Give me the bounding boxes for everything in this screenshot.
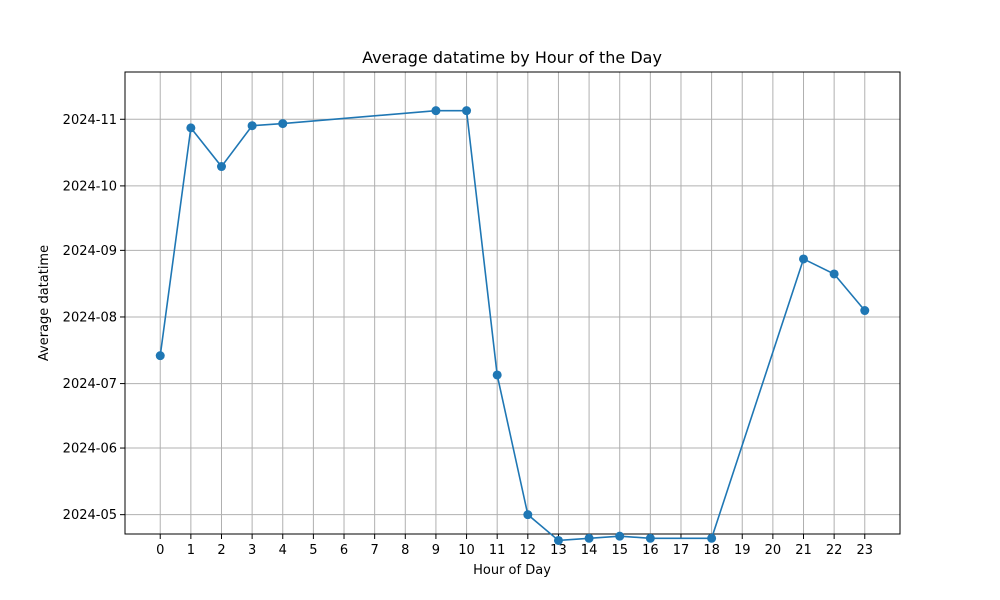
series-line [159, 109, 866, 542]
y-tick-label: 2024-09 [63, 244, 117, 259]
x-tick-label: 14 [581, 543, 598, 558]
y-tick-label: 2024-10 [63, 179, 117, 194]
data-point [615, 531, 625, 541]
data-point [799, 254, 809, 264]
x-tick-label: 8 [401, 543, 409, 558]
x-tick-label: 12 [520, 543, 537, 558]
x-tick-label: 4 [279, 543, 287, 558]
chart-title: Average datatime by Hour of the Day [362, 48, 662, 67]
data-point [707, 533, 717, 543]
data-point [584, 533, 594, 543]
x-tick-label: 3 [248, 543, 256, 558]
data-point [278, 119, 288, 129]
data-point [462, 106, 472, 116]
x-tick-label: 10 [458, 543, 475, 558]
x-tick-label: 22 [826, 543, 843, 558]
data-point [645, 533, 655, 543]
x-axis-ticks: 0 1 2 3 4 5 6 7 8 9 10 11 12 13 14 15 16 17 18 19 20 21 22 23 [156, 534, 873, 558]
data-point [523, 510, 533, 520]
y-tick-label: 2024-08 [63, 310, 117, 325]
x-tick-label: 0 [156, 543, 164, 558]
plot-frame [124, 71, 901, 535]
series-layer [155, 106, 870, 545]
x-tick-label: 18 [703, 543, 720, 558]
x-axis-label: Hour of Day [473, 563, 551, 578]
data-point [553, 535, 563, 545]
x-tick-label: 16 [642, 543, 659, 558]
x-tick-label: 9 [432, 543, 440, 558]
y-tick-label: 2024-11 [63, 113, 117, 128]
x-tick-label: 11 [489, 543, 506, 558]
x-tick-label: 19 [734, 543, 751, 558]
y-axis-label: Average datatime [37, 245, 52, 361]
x-tick-label: 1 [187, 543, 195, 558]
data-point [216, 162, 226, 172]
x-tick-label: 2 [217, 543, 225, 558]
data-point [492, 370, 502, 380]
data-point [860, 306, 870, 316]
data-point [431, 106, 441, 116]
grid-layer [125, 72, 900, 534]
y-tick-label: 2024-05 [63, 508, 117, 523]
data-point [247, 121, 257, 131]
data-point [186, 123, 196, 133]
y-tick-label: 2024-06 [63, 442, 117, 457]
x-tick-label: 5 [309, 543, 317, 558]
x-tick-label: 15 [611, 543, 628, 558]
x-tick-label: 20 [765, 543, 782, 558]
y-axis-ticks: 2024-05 2024-06 2024-07 2024-08 2024-09 2024-… [63, 113, 125, 523]
x-tick-label: 21 [795, 543, 812, 558]
x-tick-label: 6 [340, 543, 348, 558]
data-point [829, 269, 839, 279]
data-point [155, 351, 165, 361]
x-tick-label: 13 [550, 543, 567, 558]
x-tick-label: 7 [371, 543, 379, 558]
x-tick-label: 17 [673, 543, 690, 558]
x-tick-label: 23 [856, 543, 873, 558]
y-tick-label: 2024-07 [63, 377, 117, 392]
